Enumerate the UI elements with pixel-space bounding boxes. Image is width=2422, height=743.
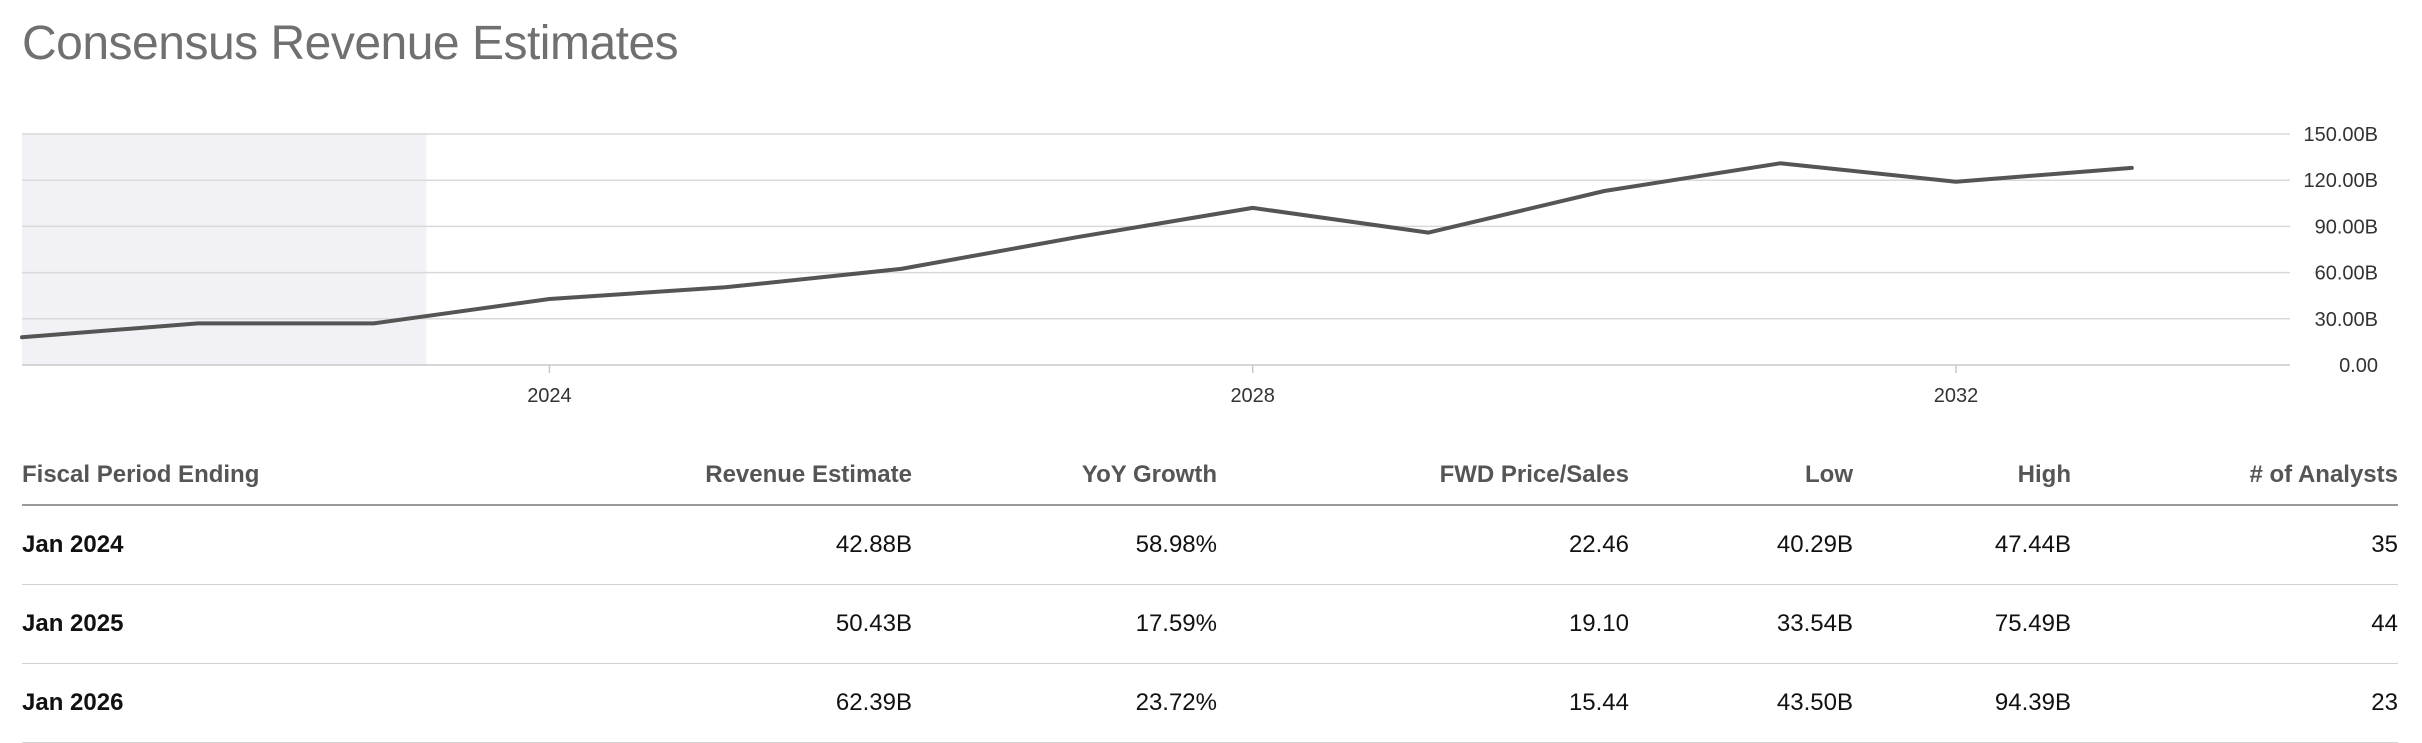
y-tick-label: 120.00B xyxy=(2303,170,2378,192)
yoy-growth-cell: 58.98% xyxy=(912,505,1217,585)
low-cell: 43.50B xyxy=(1629,663,1853,743)
table-row: Jan 2026 62.39B 23.72% 15.44 43.50B 94.3… xyxy=(22,663,2398,743)
revenue-line-chart: 0.00 30.00B 60.00B 90.00B 120.00B 150.00B 2024… xyxy=(0,110,2422,420)
column-header-low[interactable]: Low xyxy=(1629,446,1853,506)
page-title: Consensus Revenue Estimates xyxy=(22,17,679,70)
column-header-fwd-price-sales[interactable]: FWD Price/Sales xyxy=(1217,446,1629,506)
column-header-yoy-growth[interactable]: YoY Growth xyxy=(912,446,1217,506)
table-row: Jan 2024 42.88B 58.98% 22.46 40.29B 47.4… xyxy=(22,505,2398,585)
low-cell: 33.54B xyxy=(1629,584,1853,664)
revenue-series-line xyxy=(20,161,2134,340)
y-tick-label: 0.00 xyxy=(2339,355,2378,377)
x-tick-label: 2024 xyxy=(527,385,572,407)
high-cell: 94.39B xyxy=(1853,663,2071,743)
table-header-row: Fiscal Period Ending Revenue Estimate Yo… xyxy=(22,446,2398,506)
chart-svg: 0.00 30.00B 60.00B 90.00B 120.00B 150.00B 2024… xyxy=(20,124,2378,407)
historical-shaded-region xyxy=(22,134,427,365)
y-tick-label: 150.00B xyxy=(2303,124,2378,146)
column-header-analysts[interactable]: # of Analysts xyxy=(2071,446,2398,506)
column-header-fiscal-period[interactable]: Fiscal Period Ending xyxy=(22,446,542,506)
fiscal-period-cell: Jan 2024 xyxy=(22,505,542,585)
fiscal-period-cell: Jan 2025 xyxy=(22,584,542,664)
analysts-cell: 35 xyxy=(2071,505,2398,585)
y-tick-label: 90.00B xyxy=(2315,216,2378,238)
yoy-growth-cell: 17.59% xyxy=(912,584,1217,664)
yoy-growth-cell: 23.72% xyxy=(912,663,1217,743)
y-tick-label: 60.00B xyxy=(2315,263,2378,285)
x-tick-label: 2032 xyxy=(1934,385,1979,407)
fwd-price-sales-cell: 22.46 xyxy=(1217,505,1629,585)
estimates-table: Fiscal Period Ending Revenue Estimate Yo… xyxy=(22,446,2398,743)
revenue-estimate-cell: 42.88B xyxy=(542,505,912,585)
table-row: Jan 2025 50.43B 17.59% 19.10 33.54B 75.4… xyxy=(22,584,2398,664)
high-cell: 75.49B xyxy=(1853,584,2071,664)
column-header-high[interactable]: High xyxy=(1853,446,2071,506)
fwd-price-sales-cell: 15.44 xyxy=(1217,663,1629,743)
analysts-cell: 23 xyxy=(2071,663,2398,743)
revenue-estimate-cell: 62.39B xyxy=(542,663,912,743)
y-tick-label: 30.00B xyxy=(2315,309,2378,331)
high-cell: 47.44B xyxy=(1853,505,2071,585)
analysts-cell: 44 xyxy=(2071,584,2398,664)
fwd-price-sales-cell: 19.10 xyxy=(1217,584,1629,664)
x-tick-label: 2028 xyxy=(1230,385,1275,407)
low-cell: 40.29B xyxy=(1629,505,1853,585)
revenue-estimate-cell: 50.43B xyxy=(542,584,912,664)
fiscal-period-cell: Jan 2026 xyxy=(22,663,542,743)
revenue-estimates-panel: Consensus Revenue Estimates 0.00 30.00B 60… xyxy=(20,0,2400,743)
column-header-revenue-estimate[interactable]: Revenue Estimate xyxy=(542,446,912,506)
